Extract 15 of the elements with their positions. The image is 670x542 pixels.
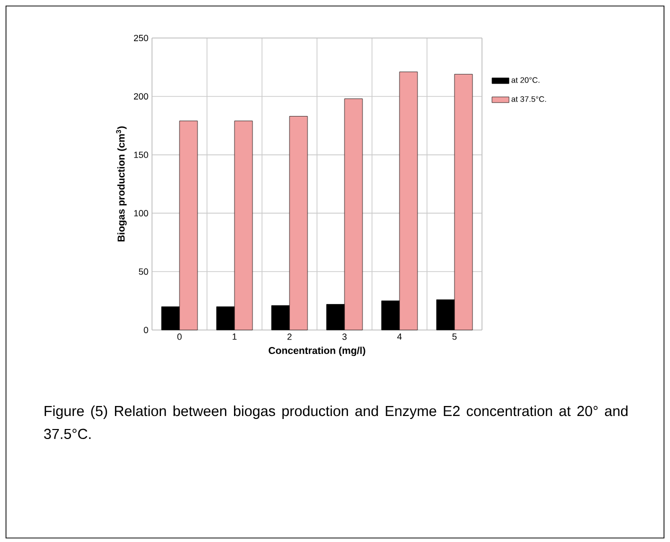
y-axis-title: Biogas production (cm$^{3}$) <box>116 126 127 242</box>
y-tick-label: 150 <box>134 152 148 158</box>
text: Figure (5) Relation between biogas production and Enzyme E2 concentration at 20° and 37.5°C. <box>44 406 628 440</box>
y-tick-label: 0 <box>144 326 148 334</box>
x-tick-label: 2 <box>287 334 292 340</box>
x-tick-label: 4 <box>397 334 402 340</box>
x-tick-label: 0 <box>177 334 182 340</box>
x-tick-label: 3 <box>342 334 347 340</box>
y-tick-label: 250 <box>134 34 148 42</box>
y-tick-label: 50 <box>138 268 148 275</box>
x-tick-label: 5 <box>452 334 457 340</box>
y-tick-label: 200 <box>134 93 148 100</box>
y-tick-label: 100 <box>134 210 148 216</box>
x-axis-title: Concentration (mg/l) <box>268 346 366 356</box>
x-tick-label: 1 <box>232 334 237 340</box>
